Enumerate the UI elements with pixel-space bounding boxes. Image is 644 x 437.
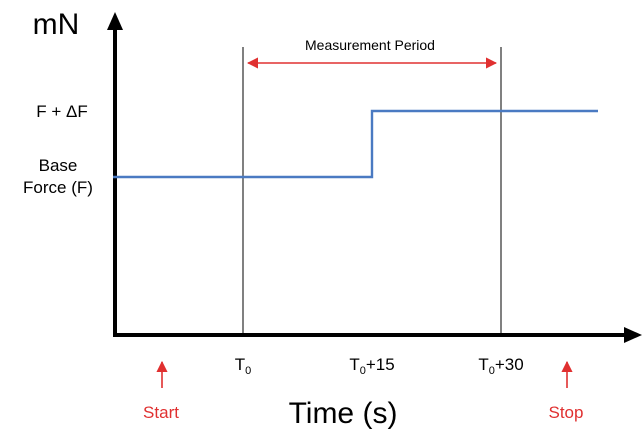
level-high-label: F + ΔF [36, 102, 88, 121]
x-axis-title: Time (s) [289, 397, 398, 430]
tick-label-t0-plus-30: T0+30 [478, 355, 523, 377]
level-base-label-line1: Base [39, 156, 78, 175]
measurement-period-label: Measurement Period [305, 37, 435, 53]
level-base-label-line2: Force (F) [23, 178, 93, 197]
tick-label-t0: T0 [235, 355, 252, 377]
start-label: Start [143, 403, 179, 422]
y-axis-unit: mN [33, 8, 80, 41]
tick-label-t0-plus-15: T0+15 [349, 355, 394, 377]
x-axis-arrowhead [624, 327, 642, 343]
y-axis-arrowhead [107, 12, 123, 30]
force-signal [113, 109, 598, 179]
stop-label: Stop [549, 403, 584, 422]
